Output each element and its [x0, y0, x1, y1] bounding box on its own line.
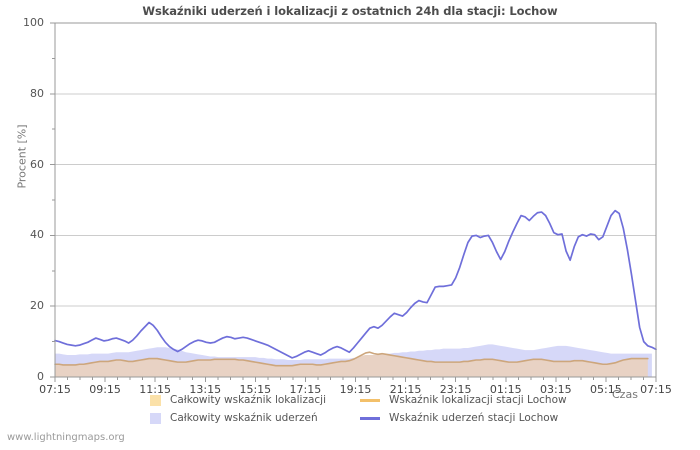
area-total-localization — [55, 354, 648, 377]
x-tick-label: 01:15 — [489, 383, 522, 396]
x-tick-label: 13:15 — [189, 383, 222, 396]
line-station-strikes — [54, 209, 657, 359]
x-tick-label: 11:15 — [139, 383, 171, 396]
legend-item-label: Całkowity wskaźnik uderzeń — [170, 412, 318, 424]
x-tick-label: 17:15 — [289, 383, 322, 396]
plot-background — [55, 23, 656, 377]
legend-item[interactable]: Wskaźnik uderzeń stacji Lochow — [360, 410, 558, 426]
legend-item-label: Wskaźnik lokalizacji stacji Lochow — [389, 394, 567, 406]
legend-item-label: Całkowity wskaźnik lokalizacji — [170, 394, 327, 406]
y-tick-label: 100 — [23, 16, 44, 29]
x-tick-label: 05:15 — [590, 383, 622, 396]
x-tick-label: 21:15 — [389, 383, 422, 396]
legend-area-swatch — [150, 412, 161, 424]
legend-line-swatch — [360, 398, 380, 402]
x-tick-label: 19:15 — [339, 383, 372, 396]
y-tick-label: 80 — [30, 86, 44, 100]
x-tick-label: 23:15 — [439, 383, 472, 396]
y-tick-label: 0 — [37, 370, 44, 383]
x-tick-label: 07:15 — [39, 383, 71, 396]
y-tick-label: 40 — [30, 228, 44, 242]
line-station-localization — [54, 351, 649, 367]
chart-legend: Całkowity wskaźnik lokalizacji Całkowity … — [150, 392, 650, 428]
legend-line-swatch — [360, 416, 380, 420]
chart-title: Wskaźniki uderzeń i lokalizacji z ostatn… — [142, 4, 558, 18]
legend-item-label: Wskaźnik uderzeń stacji Lochow — [389, 412, 559, 424]
y-tick-label: 60 — [30, 157, 44, 171]
x-tick-label: 07:15 — [640, 383, 672, 396]
legend-item[interactable]: Wskaźnik lokalizacji stacji Lochow — [360, 392, 567, 408]
legend-item[interactable]: Całkowity wskaźnik lokalizacji — [150, 392, 326, 408]
legend-area-swatch — [150, 394, 161, 406]
y-tick-label: 20 — [30, 299, 44, 313]
x-tick-label: 15:15 — [239, 383, 272, 396]
x-tick-label: 09:15 — [89, 383, 121, 396]
watermark: www.lightningmaps.org — [7, 432, 125, 443]
x-axis-label: Czas — [612, 388, 638, 401]
legend-item[interactable]: Całkowity wskaźnik uderzeń — [150, 410, 318, 426]
x-tick-label: 03:15 — [539, 383, 572, 396]
